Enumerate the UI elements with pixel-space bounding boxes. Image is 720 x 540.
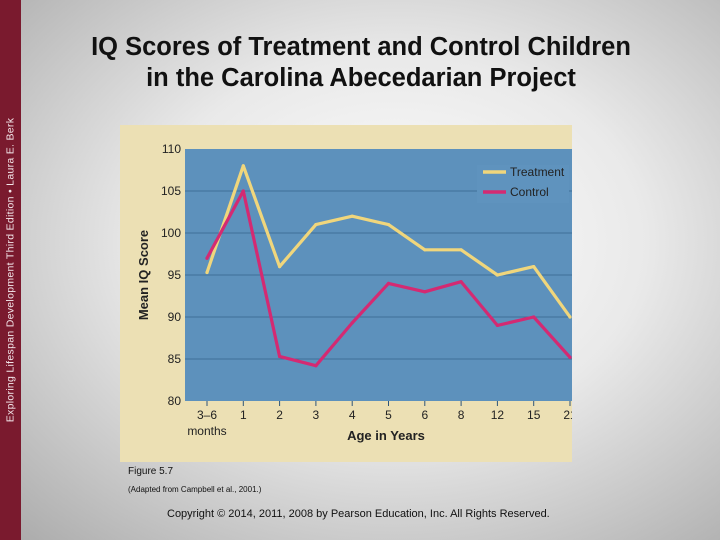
- data-point-control-1: [241, 189, 245, 193]
- data-point-control-3: [314, 364, 318, 368]
- x-tick-label-9: 15: [527, 408, 541, 422]
- figure-source: (Adapted from Campbell et al., 2001.): [128, 485, 262, 494]
- x-tick-label-5: 5: [385, 408, 392, 422]
- data-point-control-9: [532, 315, 536, 319]
- sidebar-text-wrap: Exploring Lifespan Development Third Edi…: [0, 0, 21, 540]
- data-point-control-0: [205, 256, 209, 260]
- data-point-treatment-3: [314, 223, 318, 227]
- data-point-treatment-10: [568, 315, 572, 319]
- y-tick-label-95: 95: [168, 268, 182, 282]
- y-tick-label-80: 80: [168, 394, 182, 408]
- x-tick-sublabel: months: [187, 424, 226, 438]
- slide-title: IQ Scores of Treatment and Control Child…: [36, 32, 686, 94]
- data-point-treatment-0: [205, 270, 209, 275]
- legend-label-control: Control: [510, 185, 549, 199]
- sidebar-book-title: Exploring Lifespan Development Third Edi…: [4, 117, 17, 423]
- data-point-treatment-9: [532, 265, 536, 269]
- x-tick-label-3: 3: [313, 408, 320, 422]
- y-axis-label: Mean IQ Score: [136, 230, 151, 320]
- data-point-treatment-7: [459, 248, 463, 252]
- data-point-treatment-8: [495, 273, 499, 277]
- data-point-control-7: [459, 280, 463, 284]
- x-tick-label-7: 8: [458, 408, 465, 422]
- legend-label-treatment: Treatment: [510, 165, 565, 179]
- data-point-control-4: [350, 321, 354, 325]
- x-tick-label-6: 6: [421, 408, 428, 422]
- y-tick-label-90: 90: [168, 310, 182, 324]
- slide-title-line-1: IQ Scores of Treatment and Control Child…: [91, 33, 631, 61]
- copyright-notice: Copyright © 2014, 2011, 2008 by Pearson …: [167, 508, 550, 520]
- data-point-control-10: [568, 355, 572, 359]
- y-tick-label-105: 105: [161, 184, 181, 198]
- data-point-control-8: [495, 323, 499, 327]
- x-axis-label: Age in Years: [347, 428, 425, 443]
- data-point-control-6: [423, 290, 427, 294]
- x-tick-label-1: 1: [240, 408, 247, 422]
- slide-title-line-2: in the Carolina Abecedarian Project: [146, 64, 576, 92]
- y-tick-label-85: 85: [168, 352, 182, 366]
- data-point-treatment-1: [241, 164, 245, 168]
- x-tick-label-2: 2: [276, 408, 283, 422]
- data-point-treatment-5: [386, 223, 391, 227]
- data-point-control-5: [386, 281, 391, 285]
- data-point-treatment-2: [278, 265, 282, 269]
- x-tick-label-0: 3–6: [197, 408, 217, 422]
- x-tick-label-10: 21: [563, 408, 572, 422]
- y-tick-label-110: 110: [162, 142, 181, 156]
- y-tick-label-100: 100: [161, 226, 181, 240]
- x-tick-label-8: 12: [491, 408, 505, 422]
- sidebar-band: [0, 0, 21, 540]
- x-tick-label-4: 4: [349, 408, 356, 422]
- data-point-treatment-6: [423, 248, 427, 252]
- figure-caption: Figure 5.7: [128, 466, 174, 477]
- data-point-control-2: [278, 354, 282, 359]
- data-point-treatment-4: [350, 214, 354, 218]
